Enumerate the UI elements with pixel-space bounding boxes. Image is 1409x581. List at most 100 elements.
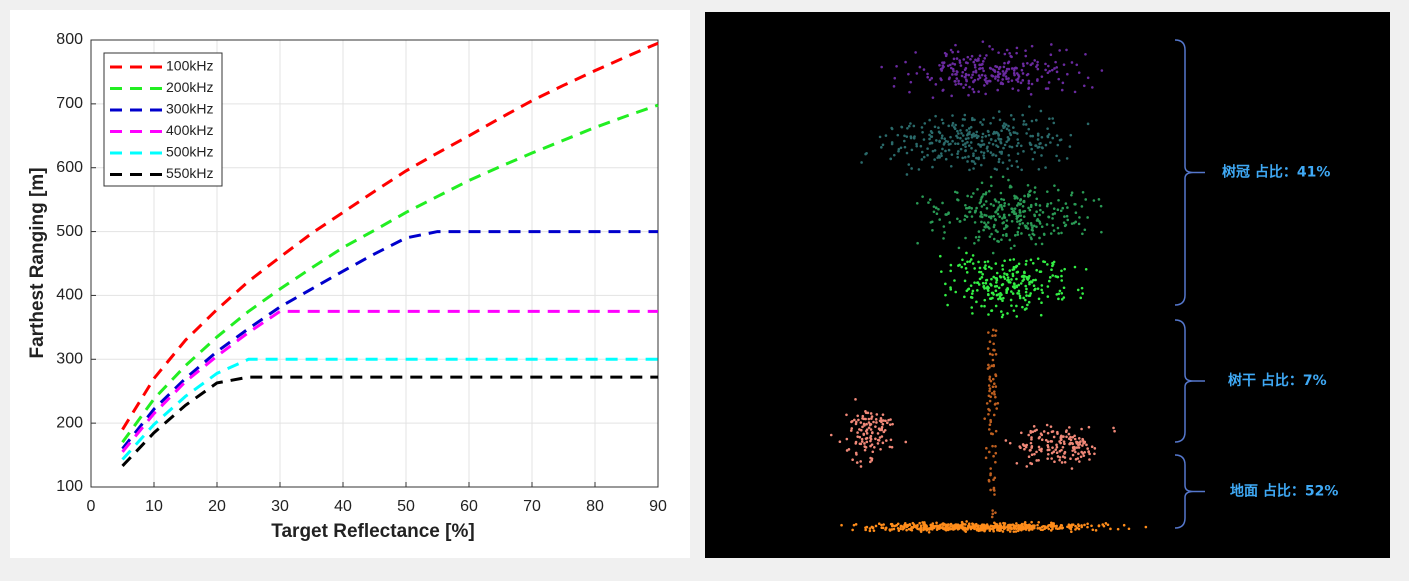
point xyxy=(1052,121,1056,125)
point xyxy=(1144,525,1148,529)
point xyxy=(1001,530,1005,533)
point xyxy=(1011,272,1015,276)
point xyxy=(1048,117,1051,120)
point xyxy=(929,221,933,224)
point xyxy=(869,456,872,460)
point xyxy=(1000,129,1003,133)
point xyxy=(947,523,950,526)
point xyxy=(1017,226,1021,230)
point xyxy=(1026,195,1030,198)
point xyxy=(883,428,887,432)
point xyxy=(1034,144,1038,147)
point xyxy=(992,488,996,491)
point xyxy=(997,528,1000,532)
point xyxy=(1074,450,1077,454)
point xyxy=(1051,446,1054,449)
point xyxy=(1021,221,1025,225)
point xyxy=(997,200,1001,204)
point xyxy=(975,136,979,140)
point xyxy=(989,395,992,399)
point xyxy=(956,50,960,54)
point xyxy=(1086,76,1090,80)
point xyxy=(1049,425,1053,428)
point xyxy=(1027,206,1030,210)
point xyxy=(1046,87,1050,90)
point xyxy=(1000,283,1004,287)
series-line xyxy=(121,41,659,431)
point xyxy=(1010,290,1013,293)
point xyxy=(1015,285,1019,289)
point xyxy=(981,281,985,285)
point xyxy=(974,235,978,239)
point xyxy=(1046,444,1050,447)
point xyxy=(1029,93,1033,96)
point xyxy=(965,206,968,210)
point xyxy=(870,417,873,420)
point xyxy=(888,445,892,449)
point xyxy=(994,289,998,292)
point xyxy=(1027,455,1031,458)
point xyxy=(868,529,872,533)
point xyxy=(1025,73,1029,77)
point xyxy=(1007,60,1011,64)
point xyxy=(1057,198,1060,202)
x-tick-label: 40 xyxy=(334,498,352,515)
x-tick-label: 20 xyxy=(208,498,226,515)
point xyxy=(882,523,885,526)
point xyxy=(1056,188,1060,192)
point xyxy=(961,70,965,74)
point xyxy=(1005,48,1009,52)
point xyxy=(869,436,872,440)
point xyxy=(990,309,993,313)
point xyxy=(966,526,970,530)
point xyxy=(864,446,868,449)
point xyxy=(981,272,984,276)
point xyxy=(1018,211,1022,214)
point xyxy=(874,425,877,428)
point xyxy=(1009,246,1013,250)
x-tick-label: 50 xyxy=(397,498,415,515)
point xyxy=(988,352,992,356)
point xyxy=(985,54,988,57)
point xyxy=(1022,210,1025,213)
point xyxy=(1062,440,1066,443)
point xyxy=(979,210,983,214)
point xyxy=(897,147,901,151)
point xyxy=(1030,147,1034,151)
point xyxy=(994,276,997,280)
point xyxy=(1008,530,1012,533)
point xyxy=(988,189,991,193)
point xyxy=(955,73,958,76)
point xyxy=(999,203,1003,207)
point xyxy=(1013,234,1017,237)
point xyxy=(865,432,869,435)
point xyxy=(928,118,931,122)
point xyxy=(1002,146,1005,150)
point xyxy=(979,270,983,274)
point xyxy=(922,527,925,531)
point xyxy=(1010,304,1013,307)
point xyxy=(995,168,999,171)
point xyxy=(878,135,882,139)
point xyxy=(1028,208,1032,212)
point xyxy=(1030,44,1034,48)
point xyxy=(951,73,954,76)
point xyxy=(942,65,945,69)
point xyxy=(1097,524,1101,527)
point xyxy=(1008,52,1011,55)
point xyxy=(895,524,898,527)
point xyxy=(987,133,991,137)
point xyxy=(989,473,992,477)
point xyxy=(1073,202,1076,206)
legend-label: 200kHz xyxy=(166,79,213,95)
point xyxy=(1068,426,1071,429)
point xyxy=(1007,129,1011,132)
point xyxy=(977,235,981,239)
point xyxy=(890,522,894,526)
point xyxy=(867,426,871,430)
segment-label: 树冠 占比：41% xyxy=(1222,164,1330,181)
point xyxy=(959,129,962,132)
point xyxy=(1029,280,1033,283)
point xyxy=(1062,286,1066,290)
point xyxy=(905,524,908,527)
